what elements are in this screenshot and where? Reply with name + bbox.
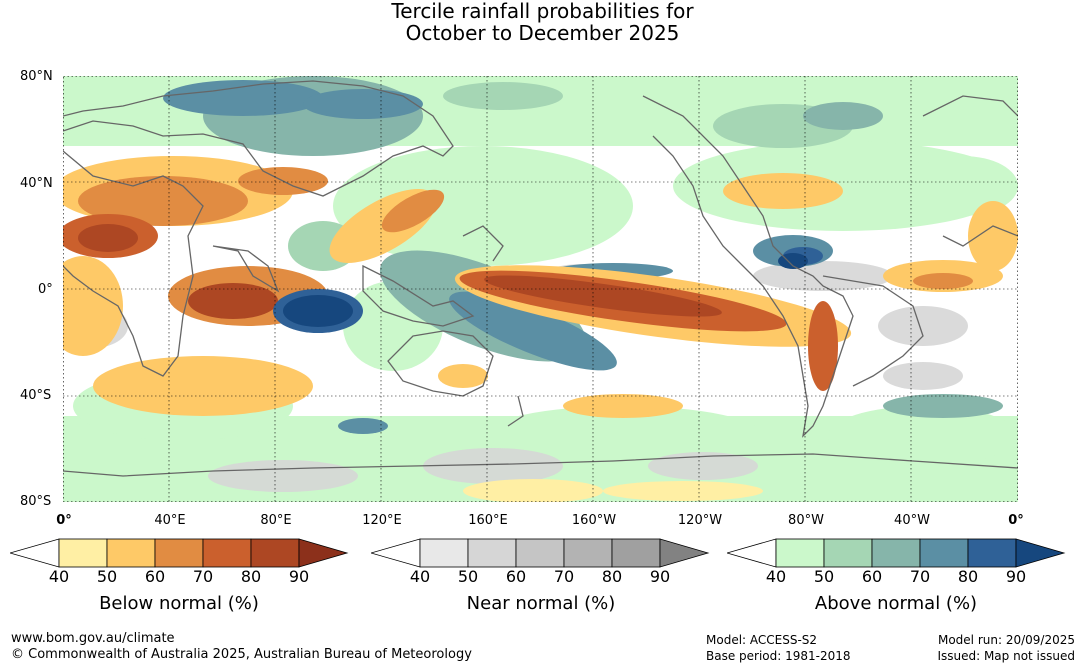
below-normal-swatch-4: [202, 538, 252, 568]
near-normal-swatch-5: [611, 538, 661, 568]
above-normal-tick: 40: [765, 567, 787, 586]
near-normal-swatch-0: [371, 538, 421, 568]
footer-model: Model: ACCESS-S2: [706, 633, 818, 647]
above-normal-mid-region: [163, 76, 1003, 434]
below-normal-swatch-1: [58, 538, 108, 568]
below-normal-swatch-5: [250, 538, 300, 568]
probability-map: [63, 76, 1018, 502]
near-normal-swatch-4: [563, 538, 613, 568]
map-canvas: [63, 76, 1018, 502]
map-title: Tercile rainfall probabilities for Octob…: [0, 0, 1085, 44]
lat-label-equator: 0°: [38, 282, 53, 297]
above-normal-tick: 50: [813, 567, 835, 586]
near-normal-tick: 70: [553, 567, 575, 586]
above-normal-swatch-6: [1015, 538, 1066, 568]
near-normal-swatch-1: [419, 538, 469, 568]
lon-label-120w: 120°W: [677, 513, 723, 528]
lon-label-0-left: 0°: [56, 513, 72, 528]
near-normal-swatch-3: [515, 538, 565, 568]
lat-label-80n: 80°N: [20, 69, 53, 84]
footer-copyright: © Commonwealth of Australia 2025, Austra…: [11, 647, 472, 662]
lon-label-0-right: 0°: [1008, 513, 1024, 528]
below-normal-swatch-2: [106, 538, 156, 568]
above-normal-swatch-5: [967, 538, 1017, 568]
colorbar-near-normal: [371, 538, 710, 568]
below-normal-tick: 70: [192, 567, 214, 586]
lat-label-80s: 80°S: [20, 494, 52, 509]
near-normal-tick: 90: [649, 567, 671, 586]
near-normal-swatch-6: [659, 538, 710, 568]
below-normal-swatch-0: [10, 538, 60, 568]
below-normal-tick: 50: [96, 567, 118, 586]
graticule: [63, 76, 1018, 502]
below-normal-region: [63, 156, 1018, 502]
below-normal-swatch-6: [298, 538, 349, 568]
near-normal-tick: 50: [457, 567, 479, 586]
lon-label-40e: 40°E: [154, 513, 186, 528]
lon-label-160e: 160°E: [468, 513, 508, 528]
above-normal-tick: 80: [957, 567, 979, 586]
lon-label-160w: 160°W: [571, 513, 617, 528]
title-line-1: Tercile rainfall probabilities for: [391, 0, 694, 23]
lon-label-40w: 40°W: [894, 513, 930, 528]
near-normal-tick: 60: [505, 567, 527, 586]
title-line-2: October to December 2025: [405, 21, 680, 45]
below-normal-swatch-3: [154, 538, 204, 568]
near-normal-tick: 40: [409, 567, 431, 586]
near-normal-swatch-2: [467, 538, 517, 568]
below-normal-tick: 80: [240, 567, 262, 586]
below-normal-tick: 60: [144, 567, 166, 586]
colorbar-above-normal: [727, 538, 1066, 568]
above-normal-swatch-4: [919, 538, 969, 568]
lon-label-120e: 120°E: [362, 513, 402, 528]
above-normal-swatch-3: [871, 538, 921, 568]
above-normal-swatch-1: [775, 538, 825, 568]
above-normal-strong-region: [273, 253, 808, 333]
near-normal-tick: 80: [601, 567, 623, 586]
lon-label-80w: 80°W: [788, 513, 824, 528]
lat-label-40s: 40°S: [20, 388, 52, 403]
above-normal-swatch-2: [823, 538, 873, 568]
above-normal-swatch-0: [727, 538, 777, 568]
above-normal-label: Above normal (%): [814, 593, 978, 614]
above-normal-tick: 90: [1005, 567, 1027, 586]
footer-model-run: Model run: 20/09/2025: [937, 633, 1075, 647]
above-normal-tick: 70: [909, 567, 931, 586]
lat-label-40n: 40°N: [20, 176, 53, 191]
footer-issued: Issued: Map not issued: [937, 649, 1075, 663]
footer-base-period: Base period: 1981-2018: [706, 649, 851, 663]
above-normal-tick: 60: [861, 567, 883, 586]
below-normal-tick: 90: [288, 567, 310, 586]
below-normal-label: Below normal (%): [99, 593, 259, 614]
footer-url[interactable]: www.bom.gov.au/climate: [11, 631, 175, 646]
near-normal-label: Near normal (%): [466, 593, 616, 614]
below-normal-tick: 40: [48, 567, 70, 586]
coastlines: [63, 80, 1018, 477]
colorbar-below-normal: [10, 538, 349, 568]
lon-label-80e: 80°E: [260, 513, 292, 528]
